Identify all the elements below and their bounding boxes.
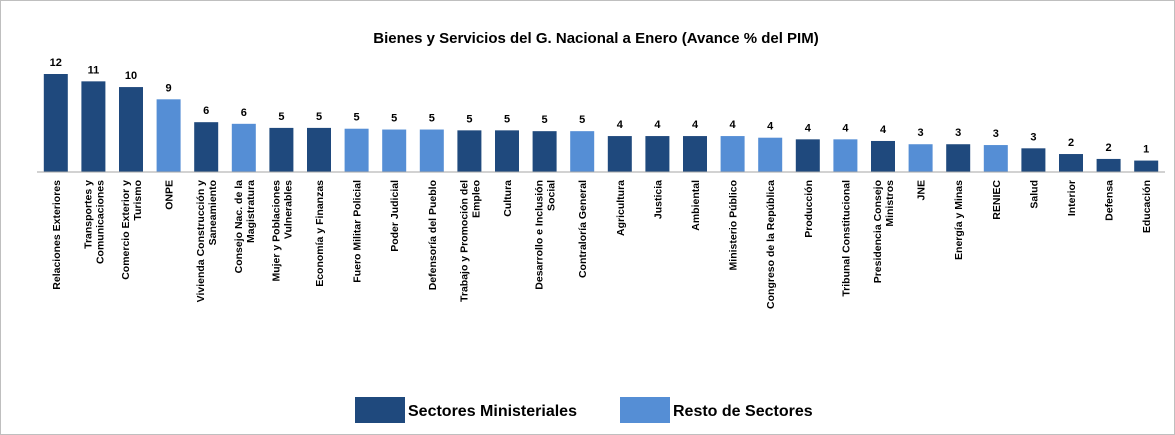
data-label: 4	[730, 119, 737, 131]
bar	[607, 136, 632, 172]
data-label: 3	[993, 128, 999, 140]
x-tick-label: Educación	[1141, 180, 1153, 233]
data-label: 6	[203, 105, 209, 117]
data-label: 4	[805, 122, 812, 134]
x-tick-label: Presidencia ConsejoMinistros	[872, 180, 896, 283]
data-label: 3	[955, 127, 961, 139]
data-label: 10	[125, 70, 137, 82]
bar	[1059, 154, 1083, 172]
data-label: 2	[1068, 137, 1074, 149]
x-tick-label: Vivienda Construcción ySaneamiento	[195, 180, 219, 302]
data-label: 5	[579, 114, 585, 126]
bar	[457, 130, 482, 172]
x-tick-label: Consejo Nac. de laMagistratura	[233, 180, 257, 274]
data-label: 4	[880, 124, 887, 136]
bar	[344, 128, 369, 172]
x-tick-label: Cultura	[502, 180, 514, 217]
x-tick-label: Congreso de la República	[765, 180, 777, 309]
data-label: 3	[1030, 131, 1036, 143]
bar	[532, 131, 557, 172]
data-label: 6	[241, 107, 247, 119]
x-tick-label: Comercio Exterior yTurismo	[120, 180, 144, 280]
x-tick-label: Energía y Minas	[953, 180, 965, 260]
data-label: 5	[504, 113, 510, 125]
x-tick-label: Defensoría del Pueblo	[427, 180, 439, 290]
legend-swatch	[355, 397, 405, 423]
x-tick-label: JNE	[916, 180, 928, 200]
x-tick-label: Fuero Militar Policial	[352, 180, 364, 283]
x-tick-label: Interior	[1066, 180, 1078, 216]
data-label: 4	[654, 119, 661, 131]
x-tick-label: Ministerio Público	[728, 180, 740, 270]
data-label: 5	[466, 113, 472, 125]
x-tick-label: Mujer y PoblacionesVulnerables	[270, 180, 294, 282]
data-label: 4	[842, 122, 849, 134]
x-tick-label: Contraloría General	[577, 180, 589, 278]
bar	[419, 129, 444, 172]
x-tick-label: RENIEC	[991, 180, 1003, 220]
data-label: 5	[429, 113, 435, 125]
bar	[1096, 158, 1121, 172]
x-tick-label: Producción	[803, 180, 815, 238]
data-label: 4	[617, 119, 624, 131]
x-tick-label: Poder Judicial	[389, 180, 401, 252]
x-tick-label: Transportes yComunicaciones	[82, 180, 106, 264]
bar	[269, 127, 294, 172]
bar	[683, 136, 707, 172]
data-label: 3	[918, 127, 924, 139]
data-label: 5	[316, 111, 322, 123]
data-label: 4	[767, 121, 774, 133]
x-tick-label: Desarrollo e InclusiónSocial	[534, 180, 558, 290]
x-tick-label: Ambiental	[690, 180, 702, 231]
bar	[43, 74, 68, 172]
x-tick-label: Economía y Finanzas	[314, 180, 326, 287]
bar	[720, 136, 745, 172]
data-label: 2	[1106, 142, 1112, 154]
data-label: 5	[542, 114, 548, 126]
bar	[231, 123, 256, 172]
x-tick-label: Tribunal Constitucional	[840, 180, 852, 297]
x-tick-label: Trabajo y Promoción delEmpleo	[458, 180, 482, 302]
x-tick-label: Salud	[1028, 180, 1040, 209]
x-tick-label: Agricultura	[615, 180, 627, 236]
bar	[946, 144, 971, 172]
data-label: 12	[50, 57, 62, 69]
bar	[983, 145, 1008, 172]
x-tick-label: ONPE	[164, 180, 176, 210]
bar	[570, 131, 595, 172]
bar	[1134, 160, 1159, 172]
legend-label: Resto de Sectores	[673, 403, 813, 420]
bar	[81, 81, 106, 172]
data-label: 5	[391, 113, 397, 125]
bar	[645, 136, 670, 172]
data-label: 4	[692, 119, 699, 131]
chart-title: Bienes y Servicios del G. Nacional a Ene…	[373, 30, 818, 47]
legend-label: Sectores Ministeriales	[408, 403, 577, 420]
data-label: 5	[278, 111, 284, 123]
bar	[495, 130, 519, 172]
bar	[871, 140, 895, 172]
x-tick-label: Justicia	[652, 180, 664, 219]
bar	[1021, 148, 1046, 172]
bar	[194, 122, 219, 172]
bar	[908, 144, 933, 172]
bar	[382, 129, 407, 172]
bar	[758, 137, 783, 172]
legend-swatch	[620, 397, 670, 423]
data-label: 11	[88, 64, 100, 76]
x-tick-label: Relaciones Exteriores	[51, 180, 63, 290]
x-tick-label: Defensa	[1104, 180, 1116, 221]
bar	[307, 127, 331, 172]
bar	[795, 139, 820, 172]
data-label: 1	[1143, 144, 1149, 156]
data-label: 5	[354, 112, 360, 124]
bar	[833, 139, 858, 172]
data-label: 9	[166, 82, 172, 94]
bar	[156, 99, 181, 172]
bar	[119, 87, 143, 172]
